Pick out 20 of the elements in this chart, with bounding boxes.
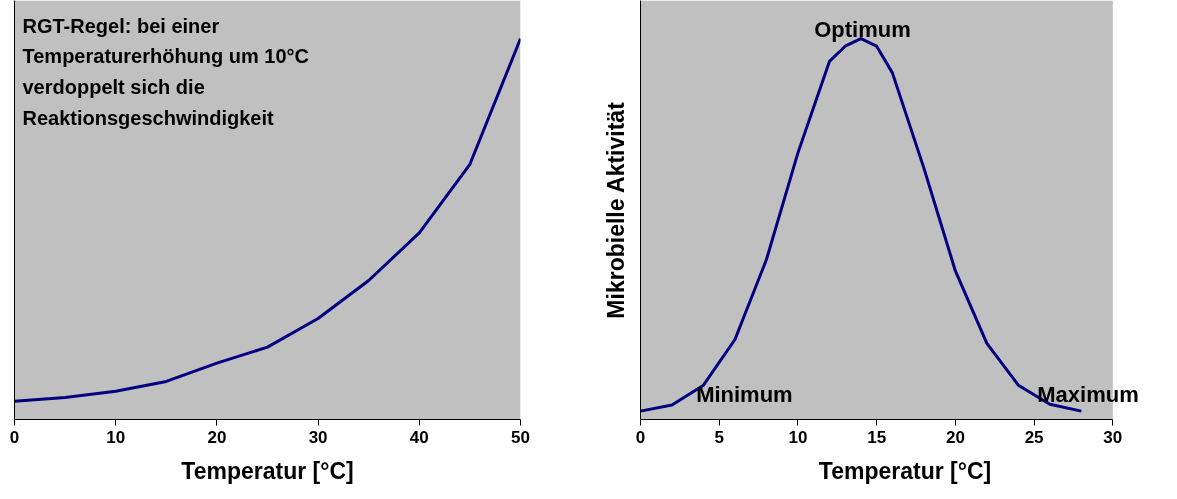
x-tick-label: 0 [635, 427, 646, 447]
x-axis-title: Temperatur [°C] [818, 457, 992, 484]
x-axis-title: Temperatur [°C] [181, 457, 354, 484]
annotation: Optimum [814, 17, 911, 43]
x-tick-label: 20 [207, 427, 227, 447]
x-tick-label: 25 [1024, 427, 1044, 447]
x-tick-label: 10 [106, 427, 126, 447]
annotation: Maximum [1037, 381, 1139, 407]
x-tick-label: 10 [788, 427, 808, 447]
x-tick-label: 40 [409, 427, 429, 447]
x-tick-label: 20 [945, 427, 965, 447]
x-tick-label: 50 [511, 427, 530, 447]
x-tick-label: 0 [9, 427, 20, 447]
x-tick-label: 5 [714, 427, 724, 447]
y-axis-title: Mikrobielle Aktivität [602, 101, 629, 319]
x-tick-label: 15 [867, 427, 887, 447]
x-tick-label: 30 [1103, 427, 1123, 447]
annotation: RGT-Regel: bei einer Temperaturerhöhung um 10°C verdoppelt sich die Reaktionsgeschwindigkeit [22, 14, 310, 129]
x-tick-label: 30 [308, 427, 328, 447]
annotation: Minimum [696, 381, 793, 407]
